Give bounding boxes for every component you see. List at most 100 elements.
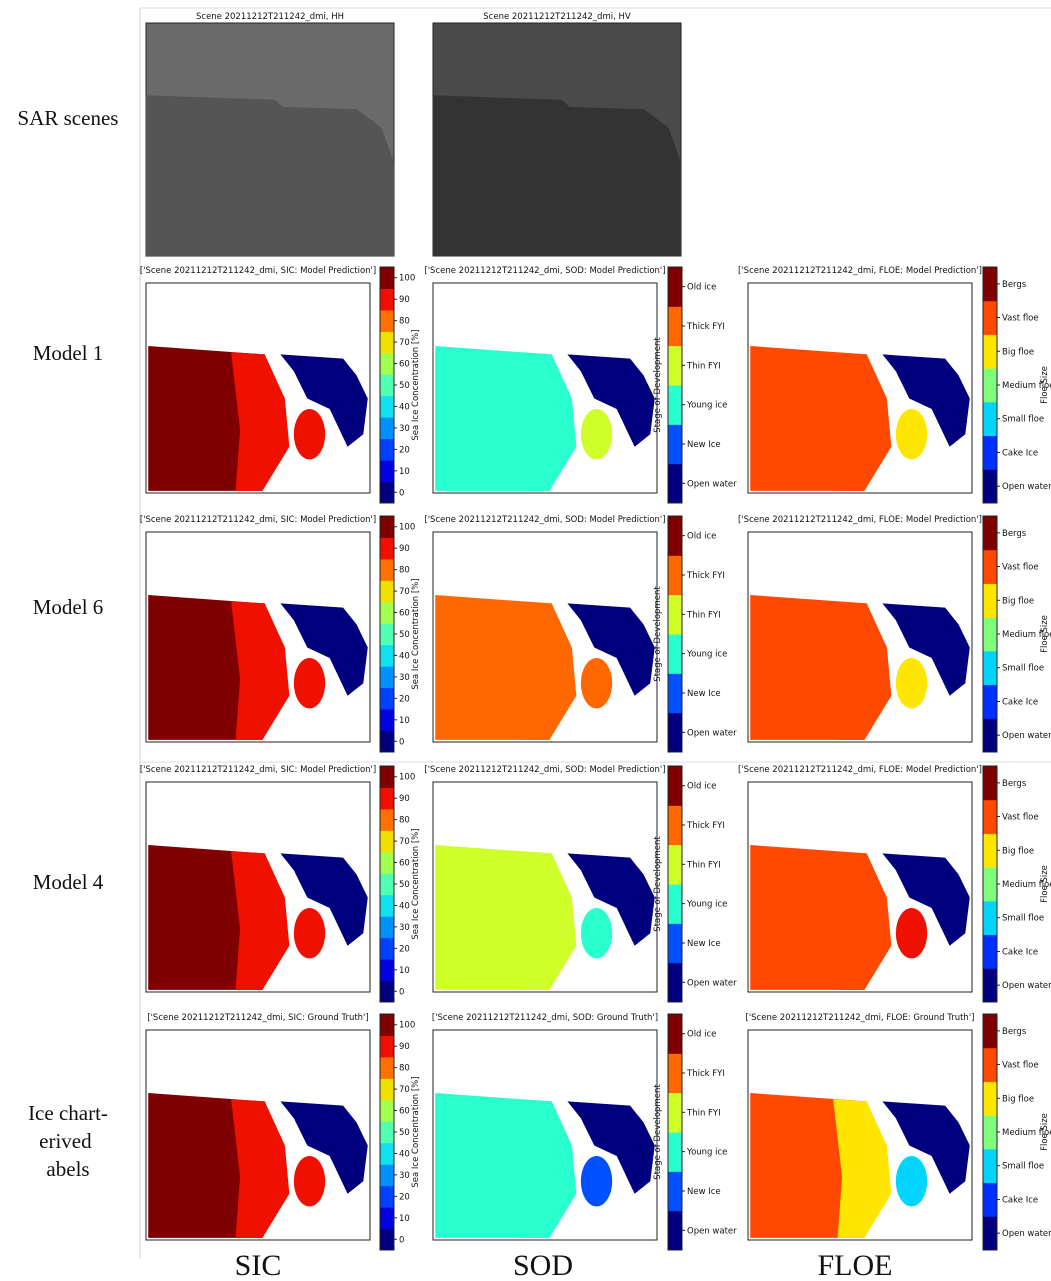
- open-sea: [882, 1101, 970, 1194]
- colorbar-segment: [983, 934, 997, 969]
- colorbar-frame: [667, 515, 683, 753]
- colorbar-label: Sea Ice Concentration [%]: [411, 1076, 421, 1187]
- colorbar-segment: [983, 1115, 997, 1150]
- colorbar-segment: [983, 469, 997, 504]
- colorbar-segment: [668, 516, 682, 556]
- colorbar-segment: [983, 1182, 997, 1217]
- colorbar-tick-label: 80: [399, 816, 410, 826]
- colorbar-tick-label: Vast floe: [1002, 314, 1039, 324]
- bay-ice: [580, 409, 613, 460]
- colorbar-segment: [380, 417, 394, 440]
- panel-title: ['Scene 20211212T211242_dmi, FLOE: Model…: [738, 515, 982, 525]
- colorbar-segment: [380, 1207, 394, 1230]
- colorbar-tick-label: Young ice: [686, 401, 727, 411]
- bay-ice: [293, 658, 326, 709]
- colorbar-tick-label: 60: [399, 360, 410, 370]
- colorbar-segment: [380, 395, 394, 418]
- colorbar-segment: [380, 709, 394, 732]
- sar-title: Scene 20211212T211242_dmi, HV: [483, 12, 631, 22]
- colorbar-label: Floe Size: [1040, 366, 1050, 404]
- colorbar-tick-label: Open water: [1002, 731, 1051, 741]
- colorbar-tick-label: 30: [399, 923, 410, 933]
- colorbar-tick-label: 90: [399, 794, 410, 804]
- sar-title: Scene 20211212T211242_dmi, HH: [196, 12, 344, 22]
- colorbar-tick-label: Cake Ice: [1002, 697, 1038, 707]
- colorbar-segment: [380, 267, 394, 289]
- colorbar-tick-label: Thick FYI: [686, 1069, 725, 1079]
- colorbar-tick-label: Medium floe: [1002, 630, 1051, 640]
- colorbar-segment: [380, 894, 394, 917]
- colorbar-tick-label: 0: [399, 737, 404, 747]
- colorbar-segment: [380, 1035, 394, 1058]
- sar-scene: [146, 95, 394, 256]
- colorbar-segment: [668, 1132, 682, 1172]
- colorbar-segment: [983, 583, 997, 618]
- colorbar-tick-label: Open water: [687, 978, 737, 988]
- colorbar-segment: [668, 267, 682, 307]
- colorbar-frame: [982, 266, 998, 504]
- colorbar-tick-label: 40: [399, 901, 410, 911]
- colorbar-frame: [667, 1013, 683, 1251]
- colorbar-tick-label: 100: [399, 274, 415, 284]
- colorbar-tick-label: 70: [399, 338, 410, 348]
- open-sea: [882, 853, 970, 946]
- colorbar-segment: [380, 873, 394, 896]
- row-label: SAR scenes: [18, 106, 119, 130]
- ice-band: [833, 601, 892, 740]
- ice-band: [231, 1099, 290, 1238]
- colorbar-segment: [668, 766, 682, 806]
- colorbar-segment: [380, 687, 394, 710]
- colorbar-tick-label: Thin FYI: [686, 860, 721, 870]
- colorbar-segment: [983, 516, 997, 551]
- colorbar-segment: [983, 867, 997, 902]
- colorbar-segment: [380, 460, 394, 483]
- colorbar-segment: [983, 435, 997, 470]
- ice-band: [231, 601, 290, 740]
- colorbar-tick-label: Vast floe: [1002, 563, 1039, 573]
- colorbar-segment: [380, 309, 394, 332]
- panel-title: ['Scene 20211212T211242_dmi, SIC: Model …: [140, 765, 376, 775]
- open-sea: [567, 1101, 655, 1194]
- colorbar-segment: [983, 900, 997, 936]
- colorbar-tick-label: 90: [399, 295, 410, 305]
- colorbar-frame: [982, 515, 998, 753]
- bay-ice: [580, 1156, 613, 1207]
- colorbar-label: Sea Ice Concentration [%]: [411, 828, 421, 939]
- colorbar-tick-label: Bergs: [1002, 779, 1027, 789]
- colorbar-tick-label: Old ice: [687, 283, 716, 293]
- colorbar-tick-label: 80: [399, 566, 410, 576]
- ice-band: [518, 601, 577, 740]
- colorbar-segment: [380, 980, 394, 1003]
- colorbar-tick-label: Small floe: [1002, 914, 1044, 924]
- colorbar-tick-label: 70: [399, 1085, 410, 1095]
- colorbar-tick-label: 60: [399, 609, 410, 619]
- panel-title: ['Scene 20211212T211242_dmi, FLOE: Model…: [738, 765, 982, 775]
- colorbar-tick-label: Thin FYI: [686, 1108, 721, 1118]
- open-sea: [280, 1101, 368, 1194]
- colorbar-tick-label: 90: [399, 544, 410, 554]
- row-label: Model 4: [33, 870, 104, 894]
- colorbar-segment: [983, 368, 997, 403]
- colorbar-segment: [668, 385, 682, 425]
- row-label: Model 6: [33, 595, 104, 619]
- colorbar-tick-label: Old ice: [687, 1030, 716, 1040]
- row-label: Model 1: [33, 341, 104, 365]
- colorbar-segment: [668, 1171, 682, 1212]
- colorbar-tick-label: 100: [399, 523, 415, 533]
- colorbar-tick-label: 30: [399, 424, 410, 434]
- colorbar-tick-label: Old ice: [687, 782, 716, 792]
- column-label: SOD: [513, 1249, 573, 1281]
- colorbar-segment: [380, 916, 394, 939]
- colorbar-segment: [380, 580, 394, 603]
- colorbar-segment: [380, 1164, 394, 1187]
- colorbar-tick-label: New Ice: [687, 689, 721, 699]
- colorbar-segment: [983, 766, 997, 801]
- colorbar-segment: [983, 718, 997, 753]
- colorbar-segment: [668, 555, 682, 596]
- colorbar-tick-label: Young ice: [686, 900, 727, 910]
- colorbar-tick-label: Open water: [687, 1226, 737, 1236]
- colorbar-tick-label: Big floe: [1002, 347, 1034, 357]
- colorbar-segment: [380, 438, 394, 461]
- open-sea: [567, 853, 655, 946]
- colorbar-tick-label: Old ice: [687, 532, 716, 542]
